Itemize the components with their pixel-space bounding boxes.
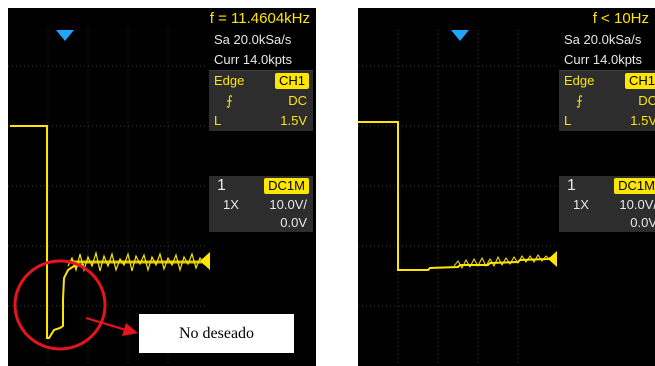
trigger-type: Edge: [564, 73, 595, 88]
oscilloscope-screen-right: f < 10Hz Sa 20.0kSa/s Curr 14.0kpts Edge…: [358, 8, 655, 366]
waveform-area-left: [8, 30, 210, 366]
top-status-bar-left: f = 11.4604kHz: [8, 8, 316, 30]
trigger-level-label: L: [214, 113, 222, 128]
volts-per-div: 10.0V/: [619, 197, 655, 212]
frequency-readout: f = 11.4604kHz: [209, 10, 310, 27]
trigger-coupling: DC: [288, 93, 307, 108]
rising-edge-icon: ⨍: [226, 93, 233, 108]
sample-rate: Sa 20.0kSa/s: [214, 32, 292, 47]
trigger-position-marker-icon[interactable]: [451, 30, 469, 41]
channel-number: 1: [217, 177, 226, 194]
channel-box-right[interactable]: 1 DC1M 1X 10.0V/ 0.0V: [559, 176, 655, 232]
trigger-level-label: L: [564, 113, 572, 128]
waveform-area-right: [358, 30, 557, 366]
info-panel-left: Sa 20.0kSa/s Curr 14.0kpts Edge CH1 ⨍ DC…: [209, 30, 313, 131]
channel-number: 1: [567, 177, 576, 194]
top-status-bar-right: f < 10Hz: [358, 8, 655, 30]
trigger-source-badge: CH1: [274, 73, 309, 89]
trigger-position-marker-icon[interactable]: [56, 30, 74, 41]
highlight-circle: [13, 259, 107, 351]
trigger-level-arrow-left: [200, 252, 210, 270]
info-panel-right: Sa 20.0kSa/s Curr 14.0kpts Edge CH1 ⨍ DC…: [559, 30, 655, 131]
trigger-source-badge: CH1: [624, 73, 655, 89]
trigger-box[interactable]: Edge CH1 ⨍ DC L 1.5V: [209, 70, 313, 131]
channel-box-left[interactable]: 1 DC1M 1X 10.0V/ 0.0V: [209, 176, 313, 232]
probe-attenuation: 1X: [223, 197, 239, 212]
trigger-box[interactable]: Edge CH1 ⨍ DC L 1.5V: [559, 70, 655, 131]
callout-arrow-line: [85, 317, 127, 331]
channel-offset: 0.0V: [630, 215, 655, 230]
trigger-level: 1.5V: [280, 113, 307, 128]
oscilloscope-screen-left: f = 11.4604kHz Sa 20.0kSa/s Curr 14.0kpt…: [8, 8, 316, 366]
trigger-type: Edge: [214, 73, 245, 88]
trigger-level: 1.5V: [630, 113, 655, 128]
sample-rate: Sa 20.0kSa/s: [564, 32, 642, 47]
probe-attenuation: 1X: [573, 197, 589, 212]
volts-per-div: 10.0V/: [269, 197, 307, 212]
channel-coupling-badge: DC1M: [264, 178, 309, 194]
channel-coupling-badge: DC1M: [614, 178, 655, 194]
callout-label: No deseado: [138, 313, 295, 354]
memory-depth: Curr 14.0kpts: [214, 52, 293, 67]
trigger-level-arrow-right: [548, 251, 557, 267]
frequency-readout: f < 10Hz: [592, 10, 649, 27]
arrow-head-icon: [122, 323, 138, 336]
channel-offset: 0.0V: [280, 215, 307, 230]
memory-depth: Curr 14.0kpts: [564, 52, 643, 67]
rising-edge-icon: ⨍: [576, 93, 583, 108]
trigger-coupling: DC: [638, 93, 655, 108]
